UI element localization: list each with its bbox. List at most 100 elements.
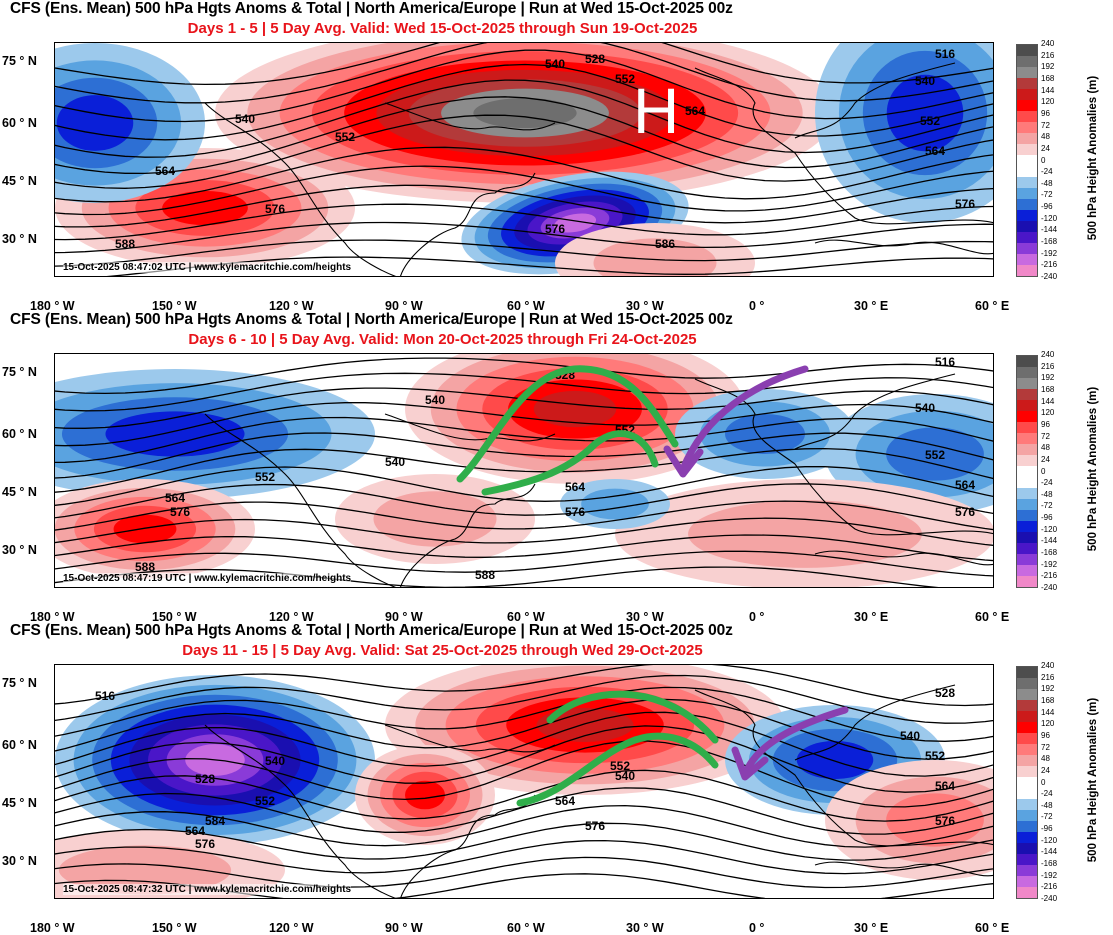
colorbar — [1016, 355, 1038, 588]
ridge-anomaly-pacific — [113, 514, 177, 544]
colorbar-swatch — [1017, 78, 1037, 89]
longitude-label: 30 ° E — [854, 610, 889, 624]
colorbar-tick-label: 192 — [1041, 373, 1055, 383]
colorbar-tick-label: -192 — [1041, 248, 1058, 258]
height-contour-line — [55, 203, 993, 241]
colorbar-tick-label: 240 — [1041, 39, 1055, 48]
longitude-label: 60 ° E — [975, 921, 1010, 935]
height-contour-line — [55, 566, 939, 587]
height-contour-line — [55, 698, 993, 760]
contour-label: 540 — [615, 769, 635, 783]
trough-anomaly-east-atlantic — [725, 414, 805, 454]
colorbar-tick-label: -48 — [1041, 489, 1053, 499]
colorbar-tick-label: 120 — [1041, 97, 1055, 107]
height-contour-line — [55, 517, 993, 546]
longitude-label: 90 ° W — [385, 299, 423, 313]
colorbar-swatch — [1017, 389, 1037, 400]
longitude-label: 120 ° W — [269, 299, 314, 313]
height-contour-line — [55, 769, 993, 822]
colorbar-swatch — [1017, 100, 1037, 111]
coastline — [794, 62, 956, 139]
colorbar-tick-label: 144 — [1041, 85, 1055, 95]
height-contour-line — [55, 822, 993, 861]
trough-arrowhead — [731, 746, 769, 781]
height-contour-line — [55, 402, 993, 447]
colorbar-tick-label: 240 — [1041, 661, 1055, 670]
coastline — [384, 102, 556, 131]
longitude-label: 60 ° W — [507, 610, 545, 624]
map-credit: 15-Oct-2025 08:47:02 UTC | www.kylemacri… — [63, 262, 352, 273]
colorbar-swatch — [1017, 356, 1037, 367]
contour-label: 576 — [170, 505, 190, 519]
colorbar-tick-label: 216 — [1041, 672, 1055, 682]
contour-label: 576 — [955, 197, 975, 211]
coastline — [400, 794, 536, 898]
contour-label: 564 — [155, 164, 175, 178]
latitude-label: 45 ° N — [2, 796, 37, 810]
contour-label: 528 — [585, 52, 605, 66]
colorbar — [1016, 44, 1038, 277]
contour-label: 540 — [915, 401, 935, 415]
ridge-anomaly-great-lakes — [405, 780, 445, 810]
latitude-label: 45 ° N — [2, 174, 37, 188]
longitude-label: 120 ° W — [269, 921, 314, 935]
latitude-label: 60 ° N — [2, 427, 37, 441]
height-contour-line — [55, 466, 993, 506]
colorbar-swatch — [1017, 155, 1037, 166]
coastlines — [204, 62, 993, 276]
trough-arrow — [741, 706, 849, 779]
ridge-arc — [516, 732, 719, 807]
longitude-label: 150 ° W — [152, 921, 197, 935]
colorbar — [1016, 666, 1038, 899]
contour-label: 564 — [555, 794, 575, 808]
latitude-label: 45 ° N — [2, 485, 37, 499]
coastline — [794, 373, 956, 450]
colorbar-tick-label: -48 — [1041, 800, 1053, 810]
colorbar-tick-label: -192 — [1041, 559, 1058, 569]
latitude-label: 75 ° N — [2, 54, 37, 68]
colorbar-swatch — [1017, 188, 1037, 199]
colorbar-tick-label: 168 — [1041, 73, 1055, 83]
colorbar-tick-label: 168 — [1041, 695, 1055, 705]
contour-label: 576 — [955, 505, 975, 519]
height-contour-line — [55, 665, 993, 707]
longitude-label: 0 ° — [749, 299, 765, 313]
colorbar-swatch — [1017, 565, 1037, 576]
contour-label: 584 — [205, 814, 225, 828]
contour-label: 564 — [925, 144, 945, 158]
colorbar-tick-label: -72 — [1041, 190, 1053, 200]
colorbar-swatch — [1017, 254, 1037, 265]
coastline — [384, 724, 556, 753]
contour-label: 564 — [935, 779, 955, 793]
colorbar-swatch — [1017, 521, 1037, 532]
colorbar-tick-label: 192 — [1041, 684, 1055, 694]
colorbar-swatch — [1017, 810, 1037, 821]
colorbar-tick-label: -120 — [1041, 524, 1058, 534]
latitude-label: 30 ° N — [2, 543, 37, 557]
colorbar-swatch — [1017, 887, 1037, 898]
map-panel-2: CFS (Ens. Mean) 500 hPa Hgts Anoms & Tot… — [0, 311, 1113, 624]
colorbar-tick-label: 72 — [1041, 120, 1050, 130]
ridge-anomaly-conus — [373, 491, 497, 547]
colorbar-tick-label: -96 — [1041, 202, 1053, 212]
colorbar-tick-label: -240 — [1041, 894, 1058, 903]
colorbar-swatch — [1017, 821, 1037, 832]
colorbar-label: 500 hPa Height Anomalies (m) — [1087, 697, 1099, 863]
coastline — [814, 239, 993, 255]
contour-label: 552 — [610, 759, 630, 773]
colorbar-swatch — [1017, 56, 1037, 67]
trough-anomaly-west-atlantic — [553, 213, 597, 233]
contour-label: 576 — [935, 814, 955, 828]
contour-label: 540 — [265, 754, 285, 768]
height-contour-line — [55, 839, 993, 875]
colorbar-tick-label: 48 — [1041, 132, 1050, 142]
contour-label: 576 — [585, 819, 605, 833]
colorbar-tick-label: -240 — [1041, 272, 1058, 281]
colorbar-swatch — [1017, 210, 1037, 221]
colorbar-tick-label: -192 — [1041, 870, 1058, 880]
colorbar-swatch — [1017, 111, 1037, 122]
ridge-arc — [546, 690, 719, 744]
panel-subtitle: Days 11 - 15 | 5 Day Avg. Valid: Sat 25-… — [182, 642, 703, 659]
